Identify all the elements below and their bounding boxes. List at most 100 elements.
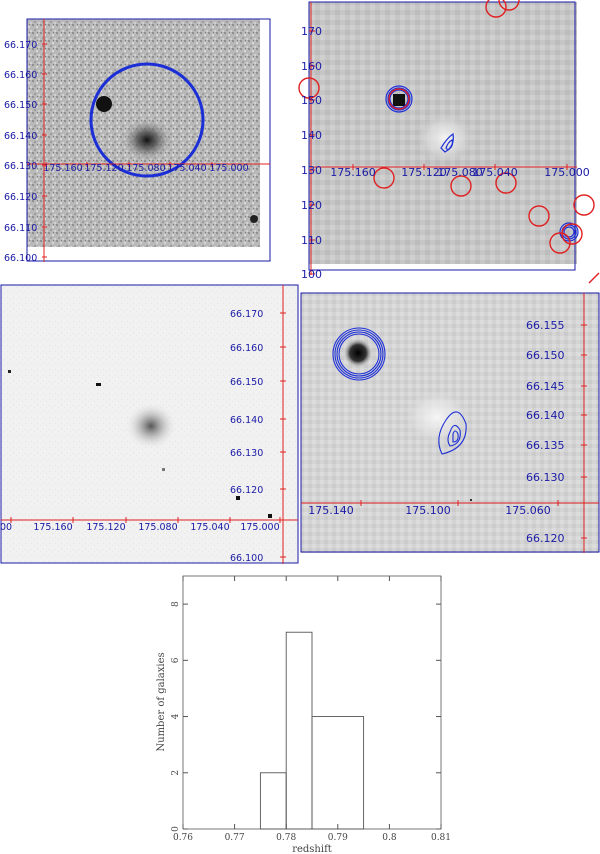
x-tick-label: 0.8 — [382, 833, 397, 843]
y-tick-label: 66.100 — [230, 553, 263, 564]
x-tick-label: 175.140 — [308, 504, 354, 517]
y-tick-label: 4 — [171, 713, 181, 719]
y-tick-label: 150 — [301, 94, 322, 107]
y-tick-label: 0 — [171, 826, 181, 832]
y-tick-label: 2 — [171, 770, 181, 776]
x-tick-label: 175.120 — [401, 166, 447, 179]
x-tick-label: 0.76 — [173, 833, 193, 843]
y-tick-label: 66.130 — [4, 161, 37, 172]
x-tick-label: 175.100 — [405, 504, 451, 517]
top-left-aperture-circle — [89, 62, 205, 178]
top-right-frame — [308, 1, 576, 271]
y-tick-label: 66.150 — [4, 100, 37, 111]
histogram-bar — [259, 772, 287, 830]
x-tick-label: 175.000 — [209, 163, 248, 174]
top-left-frame — [26, 18, 271, 262]
histogram-svg: 0.76 0.77 0.78 0.79 0.8 0.81 0 2 4 6 8 redshift N… — [156, 575, 451, 854]
top-right-star — [393, 94, 405, 106]
y-tick-label: 100 — [301, 268, 322, 281]
y-tick-label: 66.160 — [4, 70, 37, 81]
histogram-y-ticks: 0 2 4 6 8 — [171, 601, 441, 832]
y-tick-label: 66.120 — [526, 532, 565, 545]
x-tick-label: 175.060 — [505, 504, 551, 517]
y-tick-label: 66.140 — [526, 409, 565, 422]
top-left-star — [96, 96, 112, 112]
mid-left-star-2 — [96, 383, 101, 386]
mid-right-star — [343, 338, 373, 368]
x-tick-label: 200 — [0, 522, 12, 533]
x-tick-label: 175.120 — [84, 163, 123, 174]
top-left-y-ticks: 66.170 66.160 66.150 66.140 66.130 66.120 66.1… — [4, 40, 47, 264]
y-tick-label: 66.150 — [526, 349, 565, 362]
y-tick-label: 66.120 — [4, 192, 37, 203]
top-right-y-ticks: 170 160 150 140 130 120 110 100 — [301, 25, 322, 281]
x-tick-label: 0.79 — [328, 833, 348, 843]
top-right-red-circles — [298, 0, 595, 254]
x-tick-label: 175.040 — [167, 163, 206, 174]
y-tick-label: 66.130 — [230, 448, 263, 459]
y-tick-label: 66.170 — [230, 309, 263, 320]
y-tick-label: 66.135 — [526, 439, 565, 452]
y-tick-label: 170 — [301, 25, 322, 38]
x-tick-label: 175.000 — [544, 166, 590, 179]
x-tick-label: 175.160 — [330, 166, 376, 179]
y-tick-label: 66.150 — [230, 377, 263, 388]
x-tick-label: 0.77 — [225, 833, 245, 843]
x-tick-label: 175.040 — [190, 522, 229, 533]
mid-left-star-5 — [162, 468, 165, 471]
y-tick-label: 140 — [301, 129, 322, 142]
histogram-x-ticks: 0.76 0.77 0.78 0.79 0.8 0.81 — [173, 576, 451, 843]
x-tick-label: 175.160 — [33, 522, 72, 533]
y-tick-label: 66.170 — [4, 40, 37, 51]
histogram-ylabel: Number of galaxies — [156, 652, 167, 751]
x-tick-label: 175.000 — [240, 522, 279, 533]
y-tick-label: 130 — [301, 164, 322, 177]
y-tick-label: 120 — [301, 199, 322, 212]
y-tick-label: 66.100 — [4, 253, 37, 264]
y-tick-label: 66.140 — [4, 131, 37, 142]
y-tick-label: 110 — [301, 234, 322, 247]
histogram-bar — [311, 716, 365, 830]
top-left-image-panel: 175.160 175.120 175.080 175.040 175.000 66.1… — [0, 0, 295, 270]
histogram-bins — [259, 631, 365, 830]
y-tick-label: 66.145 — [526, 380, 565, 393]
y-tick-label: 6 — [171, 657, 181, 663]
mid-right-svg: 175.140 175.100 175.060 66.155 66.150 66.145… — [300, 292, 600, 553]
x-tick-label: 175.040 — [472, 166, 518, 179]
mid-right-x-ticks: 175.140 175.100 175.060 — [308, 500, 559, 517]
y-tick-label: 66.130 — [526, 471, 565, 484]
top-left-x-ticks: 175.160 175.120 175.080 175.040 175.000 — [43, 162, 249, 174]
x-tick-label: 175.080 — [138, 522, 177, 533]
top-left-galaxy — [121, 118, 173, 162]
mid-right-frame — [300, 292, 600, 553]
mid-left-frame — [0, 284, 299, 564]
y-tick-label: 66.160 — [230, 343, 263, 354]
histogram-bar — [285, 631, 313, 830]
top-right-red-mark — [588, 272, 600, 284]
mid-left-image-panel: 200 175.160 175.120 175.080 175.040 175.000 6… — [0, 284, 300, 566]
y-tick-label: 8 — [171, 601, 181, 607]
top-left-star-2 — [250, 215, 258, 223]
mid-left-y-ticks: 66.170 66.160 66.150 66.140 66.130 66.120 66.1… — [230, 309, 286, 564]
mid-right-galaxy — [403, 389, 471, 445]
y-tick-label: 66.155 — [526, 319, 565, 332]
x-tick-label: 0.81 — [431, 833, 451, 843]
mid-left-x-ticks: 200 175.160 175.120 175.080 175.040 175.000 — [0, 517, 281, 533]
mid-right-dot — [470, 499, 472, 501]
y-tick-label: 160 — [301, 60, 322, 73]
y-tick-label: 66.110 — [4, 223, 37, 234]
x-tick-label: 175.160 — [43, 163, 82, 174]
mid-left-star — [8, 370, 11, 373]
x-tick-label: 175.080 — [126, 163, 165, 174]
top-right-galaxy — [415, 112, 475, 164]
redshift-histogram: 0.76 0.77 0.78 0.79 0.8 0.81 0 2 4 6 8 redshift N… — [150, 570, 460, 854]
x-tick-label: 175.120 — [86, 522, 125, 533]
top-left-svg: 175.160 175.120 175.080 175.040 175.000 66.1… — [4, 18, 271, 264]
mid-left-svg: 200 175.160 175.120 175.080 175.040 175.000 6… — [0, 284, 299, 564]
mid-left-star-4 — [268, 514, 272, 518]
top-right-x-ticks: 175.160 175.120 175.040 175.000 175.080 — [330, 164, 590, 179]
x-tick-label: 0.78 — [276, 833, 296, 843]
y-tick-label: 66.140 — [230, 415, 263, 426]
x-tick-label: 175.080 — [437, 166, 483, 179]
